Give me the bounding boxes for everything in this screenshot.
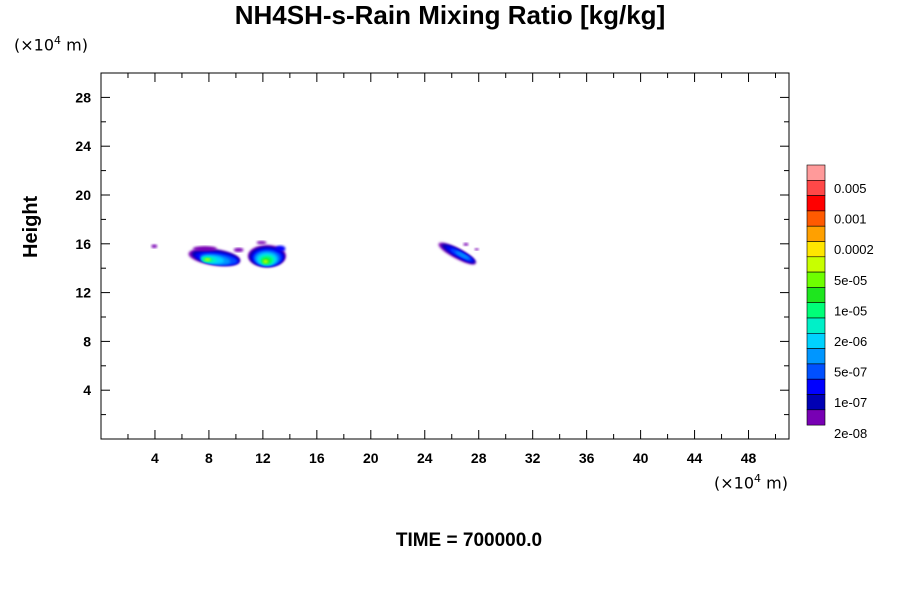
colorbar-swatch <box>806 348 826 365</box>
colorbar-swatch <box>806 195 826 212</box>
cloud-speck <box>151 244 158 249</box>
colorbar-swatch <box>806 164 826 181</box>
colorbar-label: 5e-05 <box>834 273 867 288</box>
colorbar-label: 0.0002 <box>834 242 874 257</box>
x-tick-label: 8 <box>205 450 213 466</box>
x-tick-label: 28 <box>471 450 487 466</box>
colorbar-label: 2e-06 <box>834 334 867 349</box>
colorbar-swatch <box>806 409 826 426</box>
cloud-right-speck <box>474 248 479 251</box>
cloud-left-cap <box>233 247 244 252</box>
colorbar-swatch <box>806 287 826 303</box>
colorbar-label: 2e-08 <box>834 426 867 441</box>
y-tick-label: 8 <box>83 333 91 349</box>
plot-frame <box>100 72 790 440</box>
y-tick-label: 24 <box>75 138 91 154</box>
colorbar-swatch <box>806 241 826 258</box>
colorbar-label: 1e-07 <box>834 395 867 410</box>
colorbar-swatch <box>806 271 826 288</box>
colorbar-swatch <box>806 317 826 334</box>
x-axis-unit: (×104 m) <box>714 472 788 493</box>
x-tick-label: 36 <box>579 450 595 466</box>
cloud-right-level <box>455 251 470 260</box>
colorbar-swatch <box>806 180 826 196</box>
x-tick-label: 48 <box>741 450 757 466</box>
cloud-left-level <box>204 258 211 262</box>
colorbar-swatch <box>806 332 826 349</box>
time-label: TIME = 700000.0 <box>395 530 543 551</box>
y-tick-label: 28 <box>75 89 91 105</box>
colorbar-label: 1e-05 <box>834 303 867 318</box>
colorbar-swatch <box>806 394 826 411</box>
y-axis-unit: (×104 m) <box>14 34 88 55</box>
colorbar-swatch <box>806 378 826 395</box>
cloud-middle-lobe <box>275 245 286 252</box>
x-tick-label: 40 <box>633 450 649 466</box>
x-tick-label: 44 <box>687 450 703 466</box>
cloud-middle-cap <box>256 240 267 245</box>
colorbar-label: 0.001 <box>834 212 867 227</box>
x-tick-label: 12 <box>255 450 271 466</box>
cloud-middle-level <box>263 259 269 264</box>
x-tick-label: 24 <box>417 450 433 466</box>
cloud-left-cap <box>192 246 217 252</box>
y-tick-label: 20 <box>75 187 91 203</box>
x-tick-label: 16 <box>309 450 325 466</box>
x-tick-label: 32 <box>525 450 541 466</box>
colorbar-swatch <box>806 302 826 319</box>
y-tick-label: 4 <box>83 382 91 398</box>
y-tick-label: 16 <box>75 236 91 252</box>
chart-title: NH4SH-s-Rain Mixing Ratio [kg/kg] <box>234 0 666 30</box>
colorbar-label: 0.005 <box>834 181 867 196</box>
colorbar-label: 5e-07 <box>834 365 867 380</box>
cloud-right-speck <box>463 243 469 246</box>
colorbar-swatch <box>806 256 826 273</box>
colorbar-swatch <box>806 363 826 380</box>
colorbar-swatch <box>806 225 826 242</box>
x-tick-label: 4 <box>151 450 159 466</box>
x-tick-label: 20 <box>363 450 379 466</box>
y-tick-label: 12 <box>75 285 91 301</box>
colorbar-swatch <box>806 210 826 227</box>
